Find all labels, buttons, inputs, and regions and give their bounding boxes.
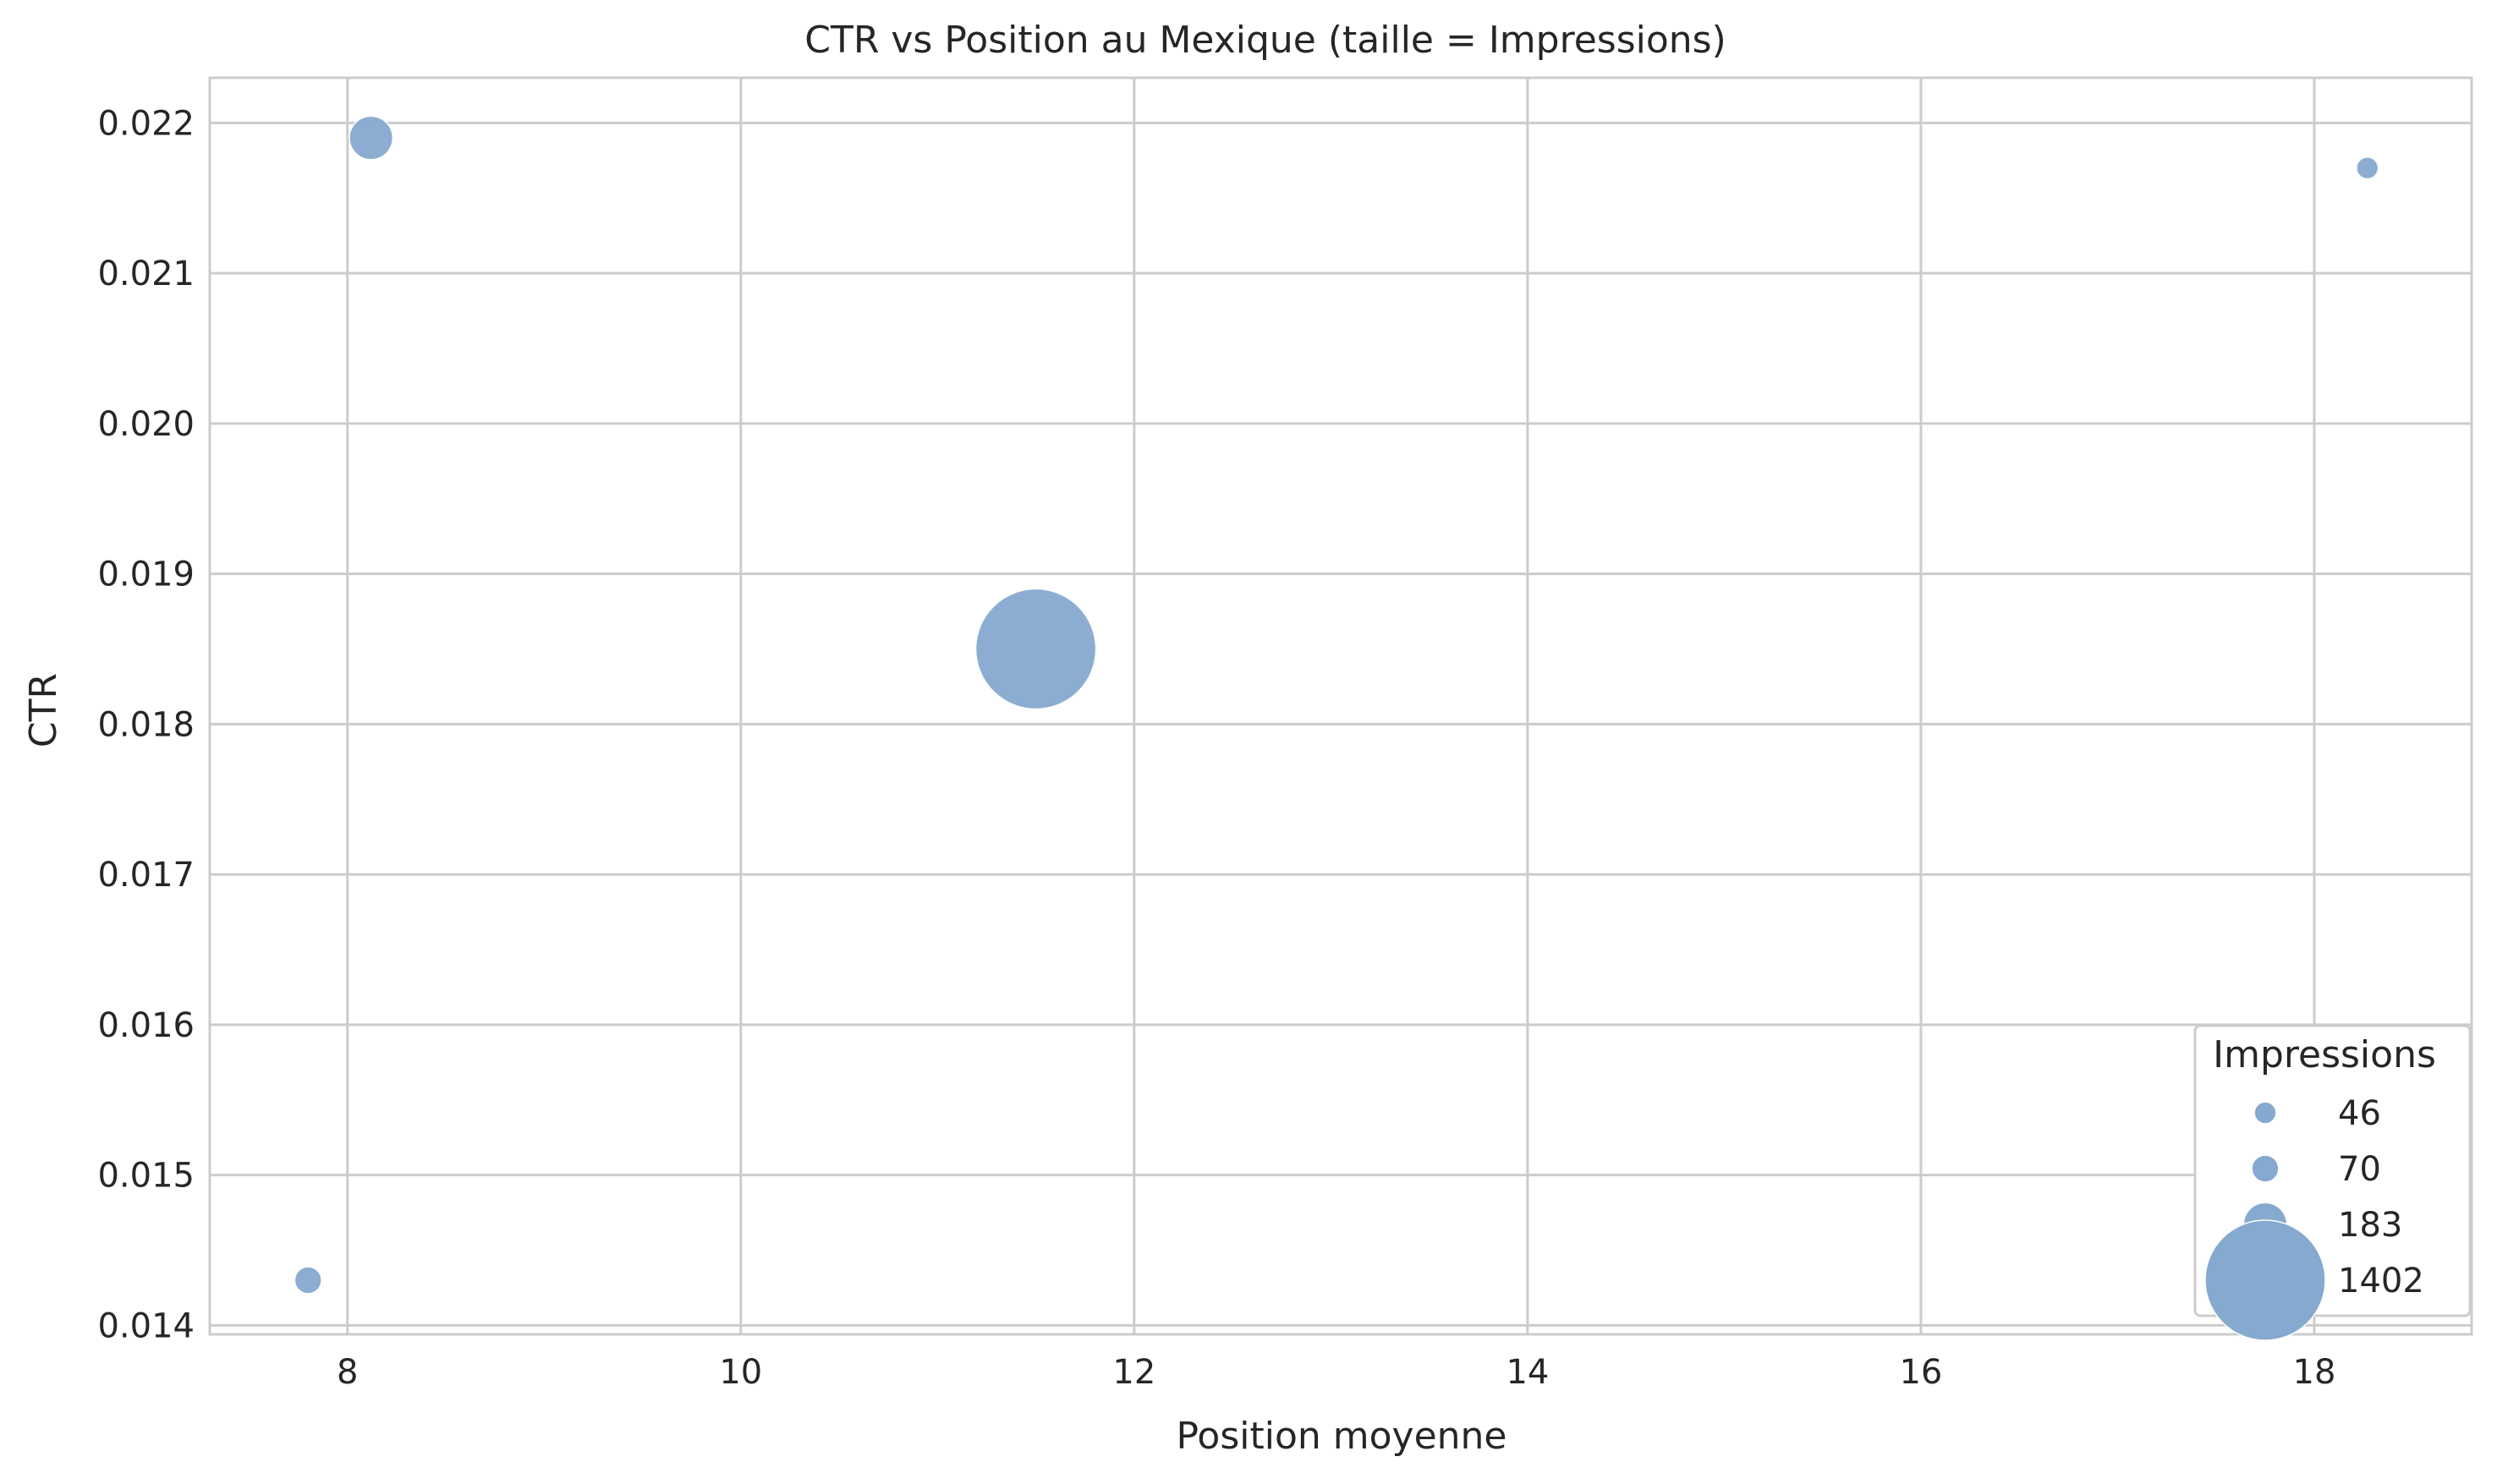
data-points (294, 115, 2379, 1295)
legend-label: 70 (2338, 1150, 2381, 1189)
legend-title: Impressions (2213, 1033, 2436, 1076)
x-tick-label: 16 (1899, 1353, 1942, 1392)
y-tick-label: 0.015 (97, 1157, 195, 1196)
legend: Impressions 46 70 183 1402 (2193, 1024, 2472, 1341)
scatter-point (2356, 156, 2379, 180)
legend-label: 1402 (2338, 1262, 2424, 1301)
y-tick-label: 0.020 (97, 405, 195, 444)
x-axis-label: Position moyenne (1176, 1415, 1506, 1458)
x-tick-label: 12 (1112, 1353, 1155, 1392)
x-tick-label: 18 (2293, 1353, 2336, 1392)
scatter-point (294, 1266, 322, 1295)
tick-labels: 8 10 12 14 16 18 0.014 0.015 0.016 0.017 0.018 0.01… (97, 104, 2335, 1392)
x-tick-label: 8 (337, 1353, 358, 1392)
y-tick-label: 0.021 (97, 255, 195, 293)
y-tick-label: 0.014 (97, 1306, 195, 1345)
plot-frame (208, 76, 2473, 1336)
x-tick-label: 10 (719, 1353, 762, 1392)
y-axis-label: CTR (22, 673, 65, 747)
y-tick-label: 0.017 (97, 856, 195, 895)
y-tick-label: 0.019 (97, 556, 195, 594)
x-tick-label: 14 (1506, 1353, 1549, 1392)
grid (210, 78, 2472, 1334)
legend-label: 183 (2338, 1206, 2402, 1245)
legend-marker (2253, 1101, 2277, 1125)
chart-title: CTR vs Position au Mexique (taille = Imp… (804, 19, 1726, 62)
plot-border (208, 76, 2473, 1336)
y-tick-label: 0.018 (97, 705, 195, 744)
legend-marker (2251, 1154, 2280, 1183)
scatter-point (348, 115, 394, 161)
legend-label: 46 (2338, 1094, 2381, 1133)
y-tick-label: 0.022 (97, 104, 195, 143)
legend-marker (2204, 1219, 2326, 1341)
y-tick-label: 0.016 (97, 1006, 195, 1045)
scatter-point (974, 588, 1097, 710)
